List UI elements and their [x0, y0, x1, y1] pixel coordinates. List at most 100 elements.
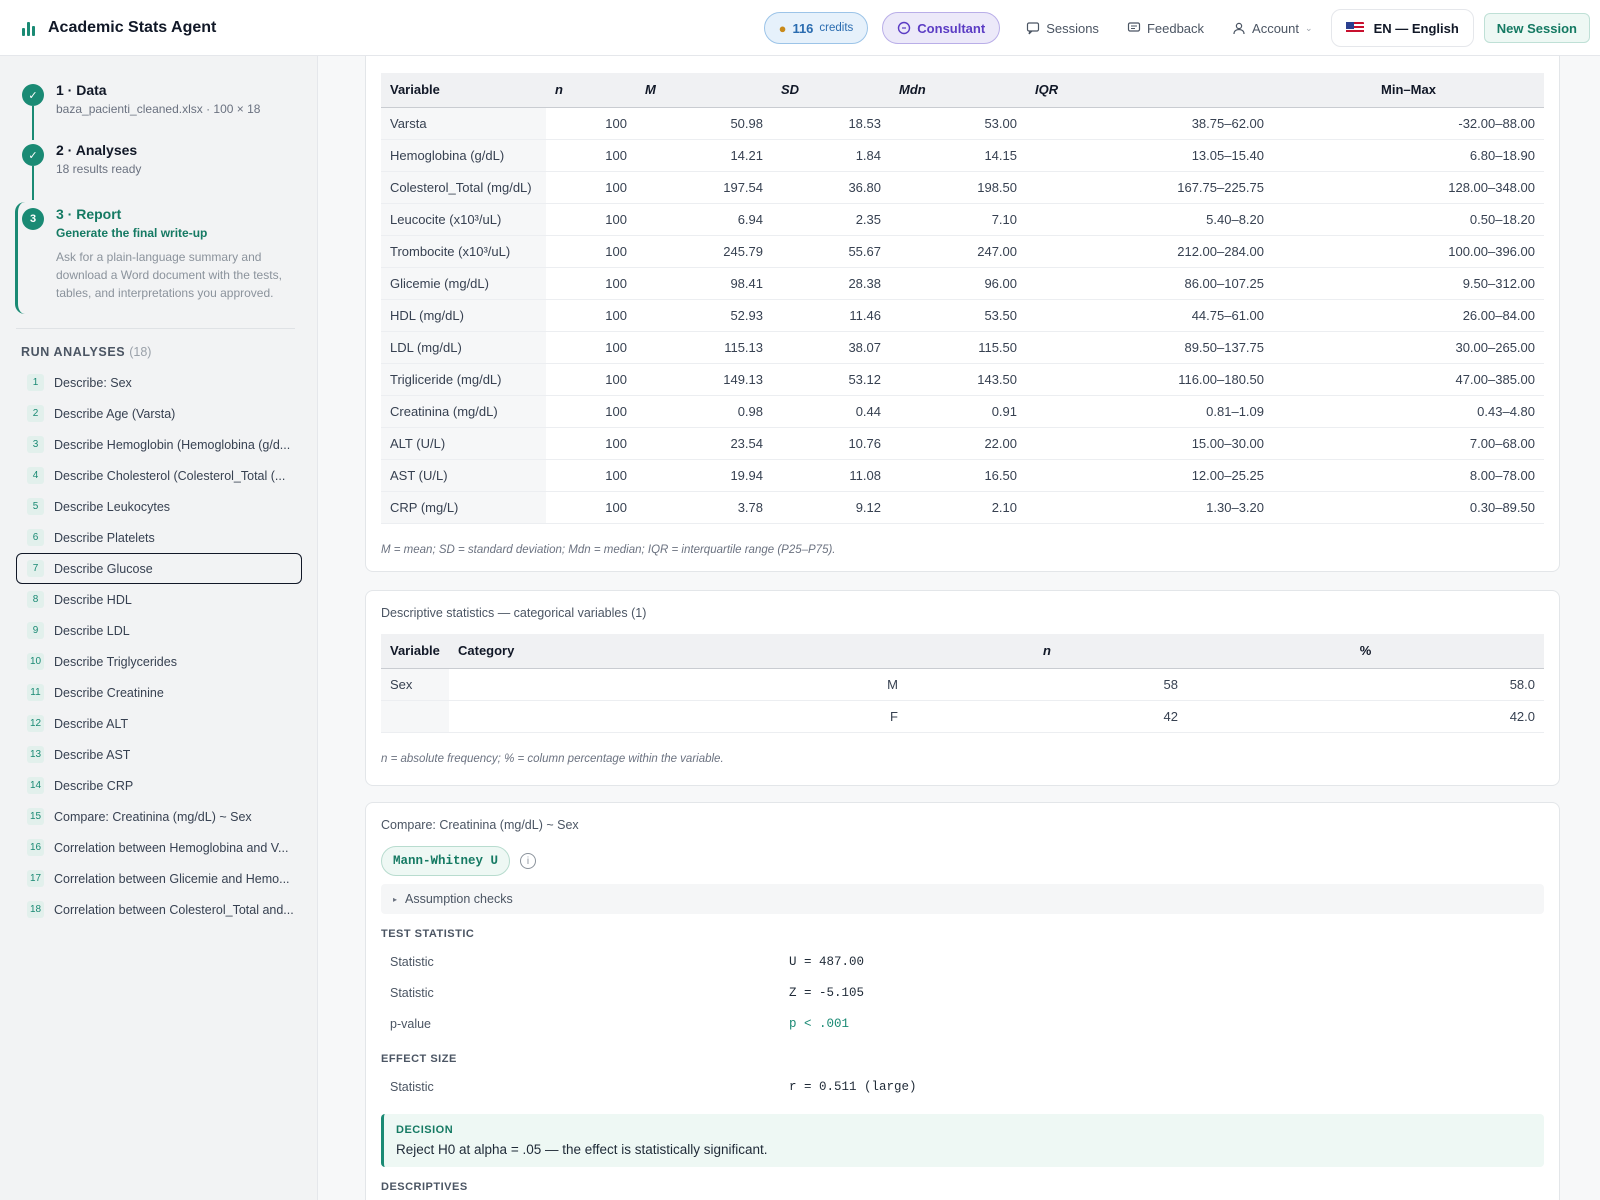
coin-bag-icon: ●	[778, 20, 787, 36]
analysis-item[interactable]: 10 Describe Triglycerides	[16, 646, 302, 677]
analysis-number: 4	[27, 467, 44, 484]
card-title: Descriptive statistics — categorical var…	[381, 606, 647, 620]
analysis-item[interactable]: 18 Correlation between Colesterol_Total a…	[16, 894, 302, 925]
analysis-number: 5	[27, 498, 44, 515]
analysis-item[interactable]: 3 Describe Hemoglobin (Hemoglobina (g/d..…	[16, 429, 302, 460]
chat-bubble-icon	[898, 21, 911, 35]
table-cell: 0.98	[636, 395, 772, 428]
table-cell: 10.76	[772, 427, 890, 460]
table-row: Varsta 100 50.98 18.53 53.00 38.75–62.00 -32.0…	[381, 107, 1544, 140]
compare-card: Compare: Creatinina (mg/dL) ~ Sex Mann-W…	[365, 802, 1560, 1200]
table-row: F 42 42.0	[381, 700, 1544, 733]
sessions-label: Sessions	[1046, 20, 1099, 36]
table-cell: 19.94	[636, 459, 772, 492]
analysis-number: 8	[27, 591, 44, 608]
assumption-checks-toggle[interactable]: ▸ Assumption checks	[381, 884, 1544, 914]
analysis-label: Describe Creatinine	[54, 685, 164, 700]
table-cell: 100	[546, 139, 636, 172]
analysis-item[interactable]: 11 Describe Creatinine	[16, 677, 302, 708]
stat-row: Statistic Z = -5.105	[381, 977, 1544, 1008]
feedback-icon	[1127, 22, 1141, 32]
table-cell: 100	[546, 235, 636, 268]
language-selector[interactable]: EN — English	[1330, 9, 1474, 47]
analysis-item[interactable]: 16 Correlation between Hemoglobina and V.…	[16, 832, 302, 863]
analysis-item[interactable]: 17 Correlation between Glicemie and Hemo.…	[16, 863, 302, 894]
analysis-item[interactable]: 14 Describe CRP	[16, 770, 302, 801]
table-cell: -32.00–88.00	[1273, 107, 1544, 140]
analysis-label: Describe HDL	[54, 592, 132, 607]
credits-badge[interactable]: ● 116 credits	[763, 12, 869, 44]
step-analyses[interactable]: ✓ 2 · Analyses 18 results ready	[0, 142, 317, 188]
account-menu[interactable]: Account ⌄	[1218, 0, 1327, 56]
step-data[interactable]: ✓ 1 · Data baza_pacienti_cleaned.xlsx · …	[0, 82, 317, 128]
run-analyses-header: RUN ANALYSES (18)	[21, 345, 317, 359]
credits-value: 116	[792, 20, 814, 36]
step-subtitle: baza_pacienti_cleaned.xlsx · 100 × 18	[56, 102, 261, 116]
table-cell: 42.0	[1187, 700, 1544, 733]
stat-key: Statistic	[390, 954, 434, 969]
analysis-item[interactable]: 13 Describe AST	[16, 739, 302, 770]
stat-key: Statistic	[390, 1079, 434, 1094]
analysis-item[interactable]: 15 Compare: Creatinina (mg/dL) ~ Sex	[16, 801, 302, 832]
table-cell: 42	[907, 700, 1187, 733]
analysis-label: Correlation between Glicemie and Hemo...	[54, 871, 290, 886]
table-cell: 100	[546, 299, 636, 332]
table-cell: 23.54	[636, 427, 772, 460]
table-cell: Varsta	[381, 107, 546, 140]
analysis-label: Describe ALT	[54, 716, 129, 731]
table-cell: 16.50	[890, 459, 1026, 492]
analysis-item[interactable]: 12 Describe ALT	[16, 708, 302, 739]
categorical-descriptives-card: Descriptive statistics — categorical var…	[365, 590, 1560, 786]
analysis-label: Describe Cholesterol (Colesterol_Total (…	[54, 468, 286, 483]
feedback-link[interactable]: Feedback	[1113, 0, 1218, 56]
table-cell: 2.35	[772, 203, 890, 236]
step-report[interactable]: 3 3 · Report Generate the final write-up…	[15, 202, 303, 314]
user-icon	[1233, 22, 1245, 35]
test-badge[interactable]: Mann-Whitney U	[381, 846, 511, 876]
table-cell: Sex	[381, 668, 449, 701]
table-cell: F	[449, 700, 907, 733]
analysis-item[interactable]: 8 Describe HDL	[16, 584, 302, 615]
table-cell: 52.93	[636, 299, 772, 332]
analysis-item[interactable]: 1 Describe: Sex	[16, 367, 302, 398]
table-cell: 100	[546, 203, 636, 236]
analysis-number: 6	[27, 529, 44, 546]
info-icon[interactable]: i	[520, 853, 537, 869]
analysis-label: Describe Leukocytes	[54, 499, 171, 514]
analysis-number: 13	[27, 746, 44, 763]
brand[interactable]: Academic Stats Agent	[22, 19, 216, 37]
analysis-item[interactable]: 7 Describe Glucose	[16, 553, 302, 584]
step-title: 2 · Analyses	[56, 142, 138, 158]
continuous-table: Variable n M SD Mdn IQR Min–Max Varsta 100 50.98…	[381, 73, 1544, 524]
assumption-checks-label: Assumption checks	[405, 892, 513, 906]
table-cell: 167.75–225.75	[1026, 171, 1273, 204]
table-row: Trigliceride (mg/dL) 100 149.13 53.12 143.50…	[381, 363, 1544, 396]
table-cell: 53.50	[890, 299, 1026, 332]
analysis-item[interactable]: 2 Describe Age (Varsta)	[16, 398, 302, 429]
account-label: Account	[1252, 20, 1300, 36]
analysis-item[interactable]: 9 Describe LDL	[16, 615, 302, 646]
table-cell: 86.00–107.25	[1026, 267, 1273, 300]
table-cell: Glicemie (mg/dL)	[381, 267, 546, 300]
decision-header: DECISION	[396, 1124, 454, 1136]
table-cell: 30.00–265.00	[1273, 331, 1544, 364]
analysis-item[interactable]: 5 Describe Leukocytes	[16, 491, 302, 522]
table-cell: 38.75–62.00	[1026, 107, 1273, 140]
analysis-label: Correlation between Hemoglobina and V...	[54, 840, 289, 855]
table-cell: 0.43–4.80	[1273, 395, 1544, 428]
step-connector	[32, 166, 34, 200]
table-cell: 8.00–78.00	[1273, 459, 1544, 492]
analysis-item[interactable]: 4 Describe Cholesterol (Colesterol_Total …	[16, 460, 302, 491]
new-session-button[interactable]: New Session	[1483, 13, 1590, 43]
analysis-number: 9	[27, 622, 44, 639]
analysis-label: Describe Platelets	[54, 530, 155, 545]
chevron-right-icon: ▸	[393, 894, 398, 904]
sessions-link[interactable]: Sessions	[1012, 0, 1113, 56]
step-number: 3	[22, 208, 44, 230]
analysis-item[interactable]: 6 Describe Platelets	[16, 522, 302, 553]
step-description: Ask for a plain-language summary and dow…	[56, 250, 282, 300]
analysis-label: Describe AST	[54, 747, 131, 762]
consultant-button[interactable]: Consultant	[882, 12, 1001, 44]
stat-value: Z = -5.105	[789, 985, 865, 1000]
column-header: n	[546, 73, 636, 108]
